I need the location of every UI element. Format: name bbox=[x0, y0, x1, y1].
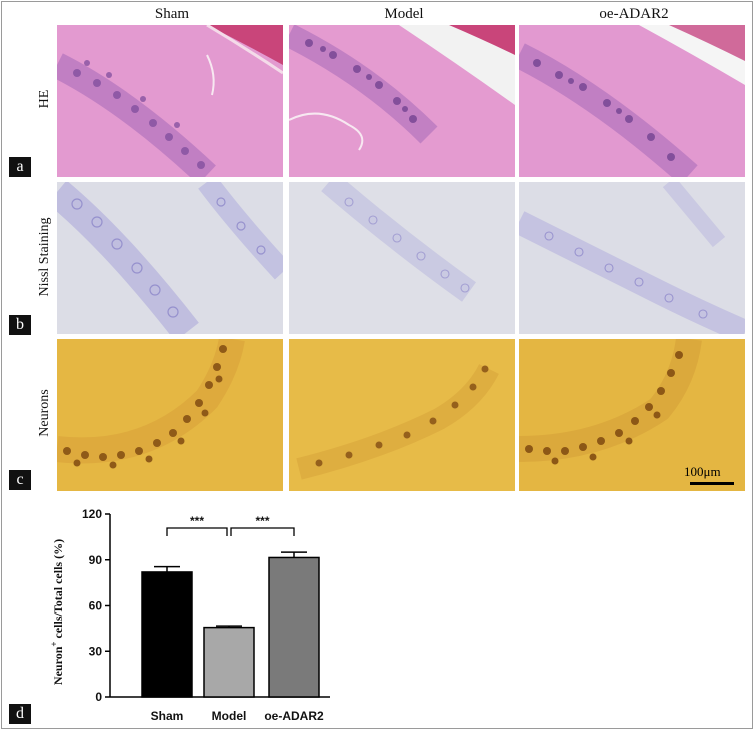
nissl-image-sham bbox=[57, 182, 283, 334]
neun-image-model bbox=[289, 339, 515, 491]
column-title-model: Model bbox=[384, 6, 424, 22]
x-tick-label: Model bbox=[212, 709, 247, 723]
bars bbox=[141, 551, 320, 698]
y-tick-label: 0 bbox=[95, 690, 102, 704]
nissl-image-model bbox=[289, 182, 515, 334]
panel-letter-d: d bbox=[9, 704, 31, 724]
significance-bracket bbox=[230, 527, 295, 536]
panel-letter-a: a bbox=[9, 157, 31, 177]
y-tick-label: 60 bbox=[89, 599, 103, 613]
significance-brackets: *** *** bbox=[166, 514, 295, 536]
bar-model bbox=[203, 626, 255, 698]
scale-bar-line bbox=[690, 482, 734, 485]
panel-letter-b: b bbox=[9, 315, 31, 335]
y-tick-label: 90 bbox=[89, 553, 103, 567]
bar-sham bbox=[141, 571, 193, 698]
he-image-oe-adar2 bbox=[519, 25, 745, 177]
y-axis-label: Neuron+ cells/Total cells (%) bbox=[49, 539, 65, 685]
bar-chart: Neuron+ cells/Total cells (%) 0 30 60 90 120… bbox=[0, 498, 420, 728]
column-title-sham: Sham bbox=[154, 6, 190, 22]
x-tick-label: Sham bbox=[151, 709, 184, 723]
x-tick-label: oe-ADAR2 bbox=[264, 709, 324, 723]
nissl-image-oe-adar2 bbox=[519, 182, 745, 334]
row-label-he: HE bbox=[37, 89, 52, 109]
bar-oe-adar2 bbox=[268, 556, 320, 698]
significance-label: *** bbox=[255, 514, 269, 528]
neun-image-sham bbox=[57, 339, 283, 491]
scale-bar-label: 100μm bbox=[684, 464, 721, 479]
significance-label: *** bbox=[190, 514, 204, 528]
column-title-oe-adar2: oe-ADAR2 bbox=[599, 6, 669, 22]
y-tick-label: 30 bbox=[89, 644, 103, 658]
y-tick-label: 120 bbox=[82, 507, 102, 521]
neun-image-oe-adar2 bbox=[519, 339, 745, 491]
panel-letter-c: c bbox=[9, 470, 31, 490]
significance-bracket bbox=[166, 527, 228, 536]
x-axis-labels: Sham Model oe-ADAR2 bbox=[151, 709, 324, 723]
row-label-neurons: Neurons bbox=[37, 389, 52, 437]
he-image-sham bbox=[57, 25, 283, 177]
he-image-model bbox=[289, 25, 515, 177]
row-label-nissl: Nissl Staining bbox=[37, 217, 52, 297]
